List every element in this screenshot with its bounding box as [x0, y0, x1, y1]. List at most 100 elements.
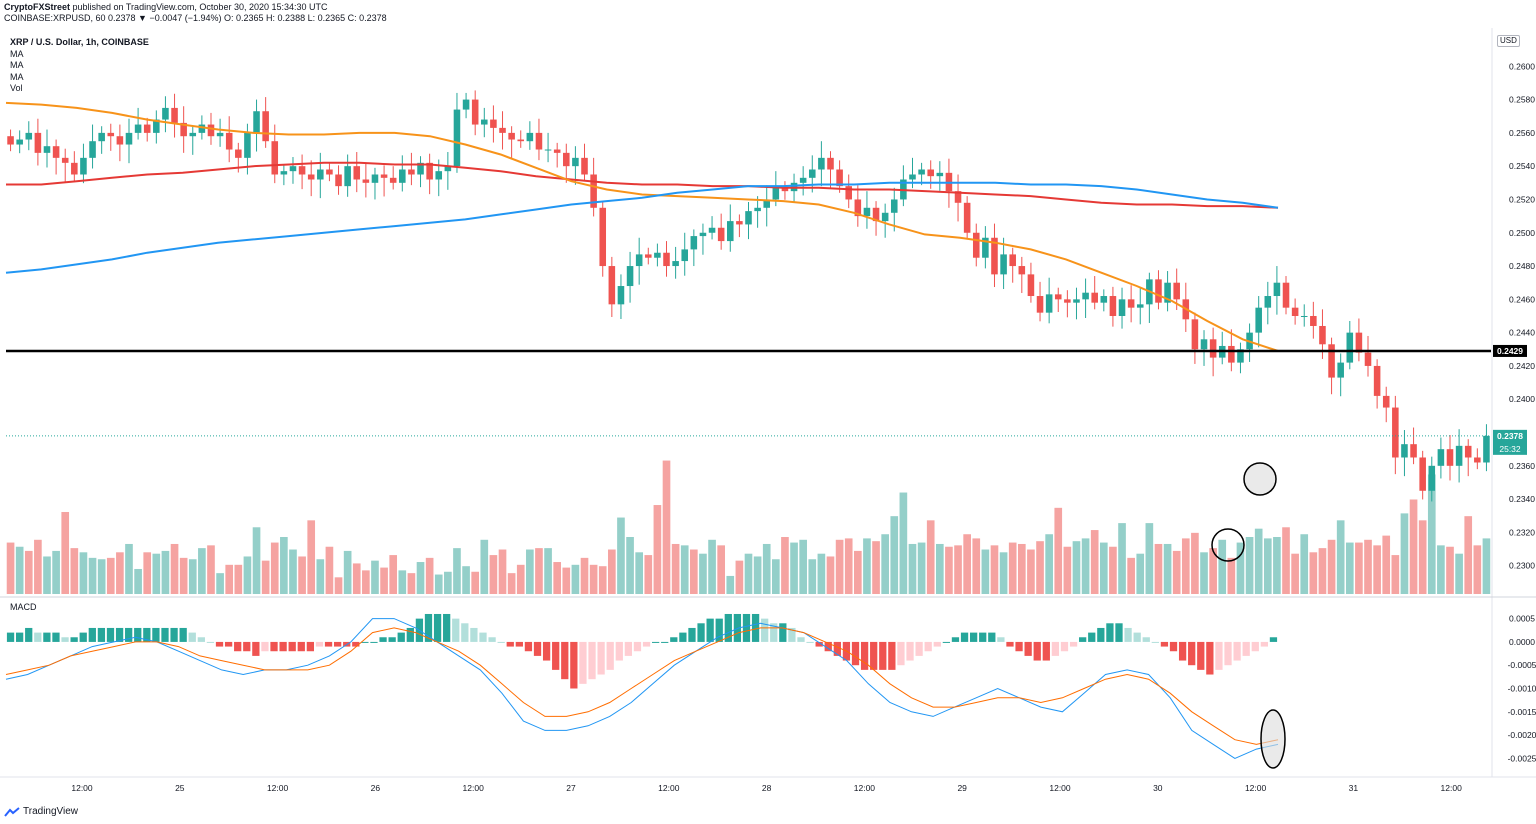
- volume-bar: [444, 571, 452, 594]
- macd-histogram-bar: [179, 627, 187, 642]
- currency-button[interactable]: USD: [1497, 35, 1520, 47]
- macd-histogram-bar: [506, 641, 514, 647]
- volume-bar: [981, 549, 990, 594]
- legend-item-ma-2[interactable]: MA: [10, 60, 24, 70]
- volume-bar: [972, 538, 981, 594]
- legend-title: XRP / U.S. Dollar, 1h, COINBASE: [10, 37, 149, 47]
- candles: [7, 90, 1490, 502]
- price-tick-label: 0.2360: [1509, 461, 1535, 471]
- volume-bar: [890, 516, 899, 594]
- macd-histogram-bar: [761, 618, 769, 642]
- volume-bar: [635, 552, 644, 594]
- highlight-circle-volume: [1211, 528, 1245, 562]
- volume-bar: [1163, 543, 1172, 594]
- candle-body: [1337, 362, 1344, 378]
- candle-body: [244, 132, 251, 158]
- macd-histogram-bar: [770, 623, 778, 642]
- candle-body: [417, 162, 424, 175]
- macd-histogram-bar: [715, 618, 723, 642]
- macd-histogram-bar: [452, 618, 460, 642]
- candle-body: [235, 149, 242, 158]
- volume-bar: [462, 566, 470, 594]
- candle-body: [672, 261, 679, 267]
- volume-bar: [544, 548, 552, 594]
- macd-tick-label: -0.0015: [1508, 707, 1536, 717]
- price-tick-label: 0.2560: [1509, 128, 1535, 138]
- macd-histogram-bar: [969, 632, 978, 642]
- volume-bar: [15, 546, 24, 594]
- volume-bar: [690, 549, 698, 594]
- volume-bar: [1427, 474, 1436, 594]
- macd-tick-label: -0.0025: [1508, 753, 1536, 763]
- candle-body: [535, 132, 543, 150]
- volume-bar: [990, 545, 999, 594]
- candle-body: [1364, 352, 1372, 366]
- macd-histogram-bar: [15, 632, 24, 642]
- macd-histogram-bar: [424, 613, 433, 642]
- volume-bar: [1008, 542, 1017, 594]
- candle-body: [499, 127, 506, 133]
- macd-histogram-bar: [633, 641, 642, 652]
- candle-body: [1045, 294, 1053, 313]
- macd-histogram-bar: [670, 637, 678, 642]
- macd-histogram-bar: [533, 641, 542, 656]
- macd-histogram-bar: [379, 637, 387, 642]
- time-tick-label: 12:00: [463, 783, 485, 793]
- candle-body: [526, 132, 534, 142]
- volume-bar: [143, 552, 152, 594]
- candle-body: [872, 207, 880, 222]
- volume-bar: [1109, 546, 1117, 594]
- macd-histogram-bar: [497, 641, 505, 643]
- author-name: CryptoFXStreet: [4, 2, 71, 12]
- legend-item-vol[interactable]: Vol: [10, 83, 23, 93]
- candle-body: [481, 119, 488, 125]
- macd-tick-label: 0.0000: [1509, 637, 1535, 647]
- volume-bar: [1172, 550, 1181, 594]
- time-tick-label: 25: [175, 783, 185, 793]
- volume-bar: [1473, 545, 1482, 594]
- macd-histogram-bar: [397, 632, 405, 642]
- candle-body: [225, 132, 233, 150]
- volume-bar: [917, 542, 926, 594]
- macd-tick-label: 0.0005: [1509, 614, 1535, 624]
- macd-histogram-bar: [306, 641, 315, 652]
- candle-body: [52, 146, 60, 158]
- macd-histogram-bar: [624, 641, 633, 656]
- volume-bar: [1200, 552, 1208, 594]
- candle-body: [590, 174, 597, 208]
- macd-pane-label: MACD: [10, 602, 37, 612]
- candle-body: [61, 157, 69, 163]
- volume-bar: [772, 559, 780, 594]
- tradingview-logo[interactable]: TradingView: [4, 806, 78, 817]
- volume-bar: [216, 573, 224, 594]
- macd-tick-label: -0.0010: [1508, 684, 1536, 694]
- candle-body: [581, 157, 588, 175]
- candle-body: [1255, 307, 1262, 333]
- volume-bar: [88, 557, 97, 594]
- candle-body: [909, 174, 916, 180]
- candle-body: [162, 107, 169, 120]
- macd-histogram-bar: [515, 641, 523, 647]
- legend-item-ma-3[interactable]: MA: [10, 71, 24, 82]
- volume-bar: [945, 546, 953, 594]
- volume-bar: [1118, 523, 1126, 594]
- macd-histogram-bar: [1215, 641, 1223, 670]
- candle-body: [890, 199, 898, 213]
- macd-histogram-bar: [1197, 641, 1205, 670]
- candle-body: [1373, 365, 1381, 396]
- volume-bar: [261, 560, 270, 594]
- legend-item-ma-1[interactable]: MA: [10, 48, 24, 59]
- macd-histogram-bar: [788, 627, 796, 642]
- volume-bar: [298, 556, 306, 594]
- candle-body: [371, 174, 379, 183]
- candle-body: [553, 149, 561, 153]
- candle-body: [708, 227, 716, 233]
- volume-bar: [161, 550, 170, 594]
- macd-histogram-bar: [388, 637, 396, 642]
- macd-histogram-bar: [125, 627, 133, 642]
- volume-bar: [489, 555, 498, 594]
- macd-histogram-bar: [234, 641, 242, 652]
- volume-bar: [526, 549, 534, 594]
- volume-bar: [1282, 527, 1290, 594]
